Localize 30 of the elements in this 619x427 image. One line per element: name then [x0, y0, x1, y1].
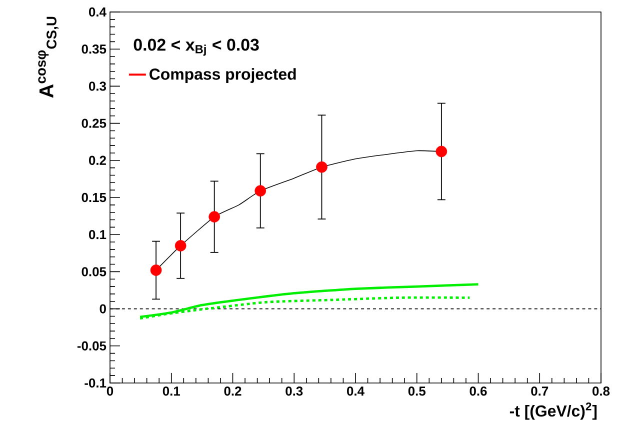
y-tick-label: 0.05 — [82, 267, 106, 276]
point — [150, 264, 162, 276]
y-tick-label: 0.35 — [82, 44, 106, 54]
point — [316, 161, 328, 173]
y-tick-label: 0.25 — [82, 118, 106, 128]
y-tick-label: -0.1 — [84, 378, 106, 388]
x-tick-label: 0 — [106, 386, 114, 396]
x-tick-label: 0.8 — [592, 386, 610, 396]
point — [436, 146, 448, 158]
x-tick-label: 0.7 — [531, 386, 548, 396]
legend-label: Compass projected — [150, 68, 296, 83]
y-tick-label: 0.3 — [88, 82, 106, 91]
y-tick-label: 0.2 — [88, 156, 106, 165]
x-tick-label: 0.3 — [286, 386, 303, 396]
x-tick-label: 0.5 — [408, 386, 426, 396]
x-axis-title: -t [(GeV/c)$^{2}$] — [510, 402, 597, 420]
y-tick-label: -0.05 — [77, 341, 106, 350]
annotation: 0.02 < x$_{Bj}$ < 0.03 — [134, 38, 259, 56]
y-tick-label: 0.15 — [82, 192, 106, 202]
y-tick-label: 0 — [100, 304, 106, 314]
y-tick-label: 0.4 — [88, 7, 106, 17]
x-tick-label: 0.1 — [162, 386, 180, 396]
point — [174, 240, 186, 252]
point — [208, 211, 220, 222]
y-axis-title: A$^{cosφ}$CS,U — [38, 16, 58, 98]
x-tick-label: 0.6 — [470, 386, 487, 396]
x-tick-label: 0.2 — [224, 386, 242, 396]
x-tick-label: 0.4 — [347, 386, 364, 396]
point — [254, 185, 266, 196]
y-tick-label: 0.1 — [88, 230, 106, 240]
